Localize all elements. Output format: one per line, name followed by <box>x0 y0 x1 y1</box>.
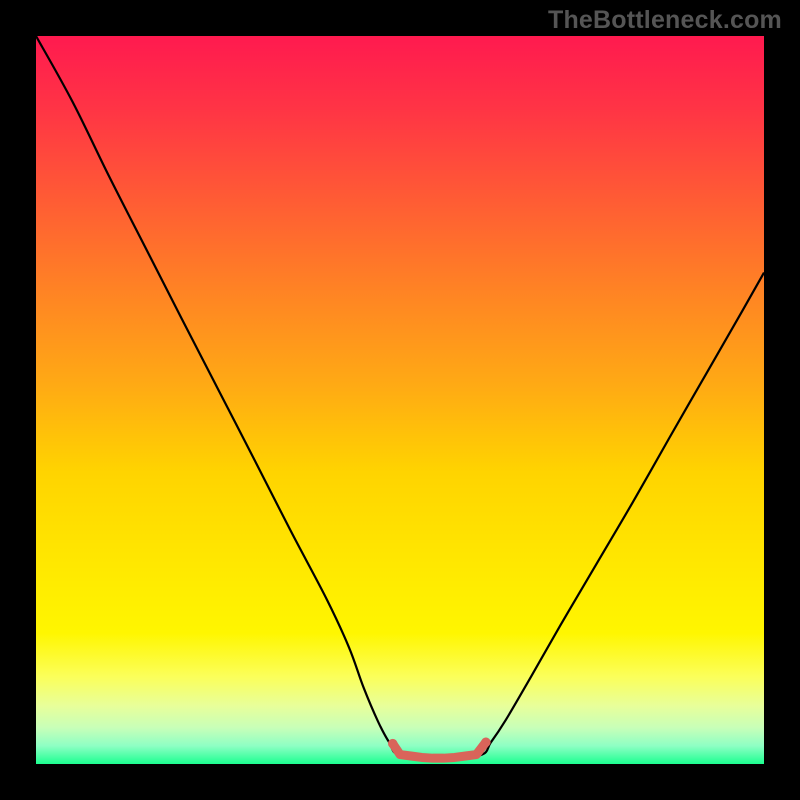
plot-area <box>36 36 764 764</box>
gradient-background <box>36 36 764 764</box>
watermark-text: TheBottleneck.com <box>548 6 782 35</box>
chart-frame: TheBottleneck.com <box>0 0 800 800</box>
